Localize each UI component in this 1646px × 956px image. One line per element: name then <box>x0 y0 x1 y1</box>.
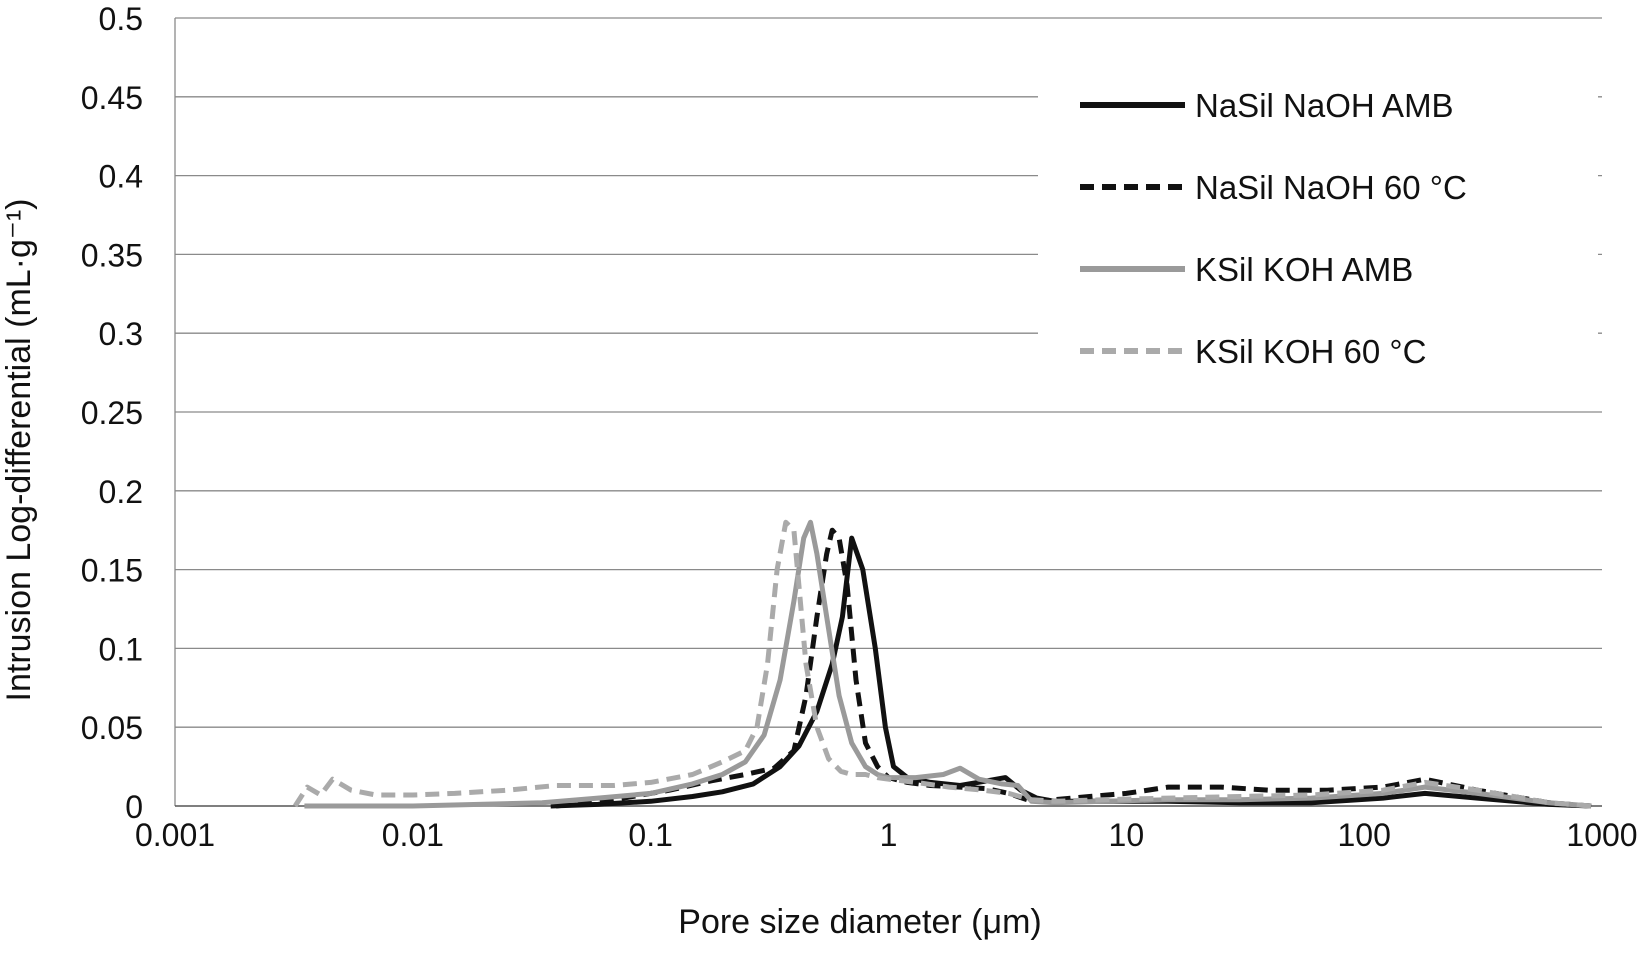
x-tick-label: 0.01 <box>382 817 444 853</box>
y-tick-label: 0.25 <box>81 395 143 431</box>
x-tick-label: 100 <box>1337 817 1390 853</box>
series-line-1 <box>550 535 1592 809</box>
y-tick-label: 0.45 <box>81 80 143 116</box>
x-tick-label: 10 <box>1109 817 1145 853</box>
legend-label: NaSil NaOH AMB <box>1195 87 1454 124</box>
x-tick-label: 0.1 <box>628 817 672 853</box>
y-tick-label: 0 <box>125 789 143 825</box>
series-lines <box>292 519 1592 809</box>
y-tick-label: 0.3 <box>99 316 143 352</box>
y-tick-label: 0.2 <box>99 474 143 510</box>
gridlines <box>175 17 1602 728</box>
y-tick-label: 0.5 <box>99 1 143 37</box>
legend: NaSil NaOH AMB NaSil NaOH 60 °C KSil KOH A… <box>1038 62 1598 392</box>
y-tick-label: 0.05 <box>81 710 143 746</box>
x-axis-label: Pore size diameter (μm) <box>678 903 1041 941</box>
legend-label: KSil KOH 60 °C <box>1195 333 1426 370</box>
x-tick-label: 0.001 <box>135 817 215 853</box>
y-tick-label: 0.4 <box>99 159 143 195</box>
y-axis-label: Intrusion Log-differential (mL·g⁻¹) <box>0 199 38 702</box>
legend-label: NaSil NaOH 60 °C <box>1195 169 1467 206</box>
series-line-3 <box>304 519 1592 809</box>
axes: 0 0.05 0.1 0.15 0.2 0.25 0.3 0.35 0.4 0.45 0.5 0.00… <box>81 1 1638 853</box>
legend-label: KSil KOH AMB <box>1195 251 1413 288</box>
y-tick-label: 0.1 <box>99 631 143 667</box>
x-tick-label: 1000 <box>1566 817 1637 853</box>
y-tick-label: 0.15 <box>81 553 143 589</box>
series-line-4 <box>292 519 1592 809</box>
y-tick-label: 0.35 <box>81 237 143 273</box>
legend-background <box>1038 62 1598 392</box>
x-tick-label: 1 <box>880 817 898 853</box>
